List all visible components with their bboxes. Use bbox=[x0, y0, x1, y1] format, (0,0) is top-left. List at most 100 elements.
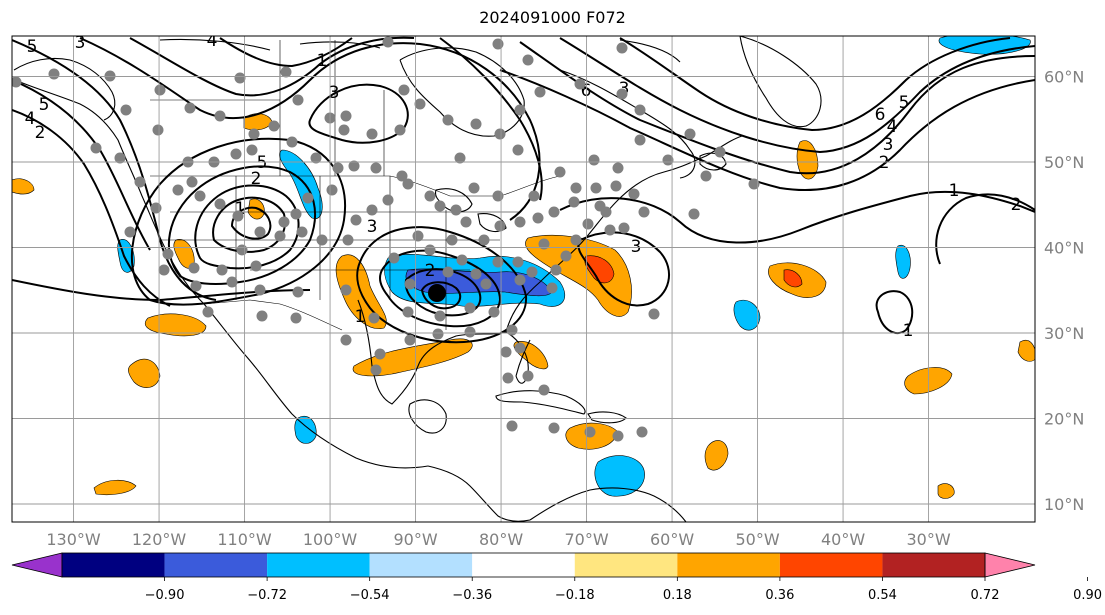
contour-label: 1 bbox=[317, 51, 328, 71]
latitude-tick-label: 40°N bbox=[1044, 239, 1084, 258]
anomaly-shading bbox=[12, 36, 1035, 499]
anomaly-positive-farright bbox=[1017, 339, 1035, 362]
colorbar-segment bbox=[677, 553, 780, 577]
station-marker bbox=[230, 148, 242, 160]
station-marker bbox=[500, 346, 512, 358]
station-marker bbox=[492, 190, 504, 202]
station-marker bbox=[402, 306, 414, 318]
contour-label: 5 bbox=[39, 95, 50, 115]
station-marker bbox=[432, 328, 444, 340]
contour-label: 3 bbox=[631, 237, 642, 257]
contour-west-low-4 bbox=[212, 196, 286, 253]
contour-atlantic-low bbox=[875, 290, 914, 335]
station-marker bbox=[404, 278, 416, 290]
station-marker bbox=[514, 274, 526, 286]
station-marker bbox=[184, 102, 196, 114]
station-marker bbox=[286, 136, 298, 148]
station-marker bbox=[634, 134, 646, 146]
hispaniola bbox=[587, 411, 627, 424]
contour-label: 2 bbox=[35, 123, 46, 143]
longitude-tick-label: 110°W bbox=[217, 530, 272, 549]
station-marker bbox=[616, 42, 628, 54]
station-marker bbox=[714, 146, 726, 158]
station-marker bbox=[568, 196, 580, 208]
station-marker bbox=[590, 182, 602, 194]
station-marker bbox=[488, 306, 500, 318]
station-marker bbox=[456, 254, 468, 266]
station-marker bbox=[424, 244, 436, 256]
station-marker bbox=[470, 118, 482, 130]
longitude-tick-label: 60°W bbox=[650, 530, 694, 549]
station-marker bbox=[274, 230, 286, 242]
height-contours bbox=[12, 36, 1035, 344]
station-marker bbox=[114, 152, 126, 164]
station-marker bbox=[414, 98, 426, 110]
station-marker bbox=[506, 324, 518, 336]
station-marker bbox=[398, 84, 410, 96]
station-marker bbox=[248, 128, 260, 140]
low-center-marker bbox=[428, 284, 446, 302]
station-marker bbox=[470, 268, 482, 280]
station-marker bbox=[254, 284, 266, 296]
station-marker bbox=[404, 334, 416, 346]
station-marker bbox=[124, 226, 136, 238]
station-marker bbox=[374, 348, 386, 360]
station-marker bbox=[464, 302, 476, 314]
station-marker bbox=[256, 310, 268, 322]
station-marker bbox=[464, 326, 476, 338]
station-marker bbox=[584, 426, 596, 438]
contour-label: 3 bbox=[329, 83, 340, 103]
colorbar-segment bbox=[164, 553, 268, 577]
colorbar-segment bbox=[574, 553, 678, 577]
station-marker bbox=[434, 310, 446, 322]
gulf-coast bbox=[357, 299, 529, 405]
station-marker bbox=[538, 238, 550, 250]
contour-label: 3 bbox=[75, 33, 86, 53]
latitude-tick-label: 30°N bbox=[1044, 324, 1084, 343]
station-marker bbox=[90, 142, 102, 154]
station-marker bbox=[612, 162, 624, 174]
east-coast bbox=[505, 135, 743, 333]
longitude-tick-label: 40°W bbox=[821, 530, 865, 549]
contour-label: 5 bbox=[27, 37, 38, 57]
contour-west-low-2 bbox=[167, 165, 317, 285]
colorbar-extend-low bbox=[11, 552, 63, 578]
station-marker bbox=[48, 68, 60, 80]
contour-label: 2 bbox=[1011, 195, 1022, 215]
station-marker bbox=[104, 70, 116, 82]
station-marker bbox=[388, 252, 400, 264]
station-marker bbox=[382, 194, 394, 206]
contour-labrador-3 bbox=[619, 37, 1011, 132]
station-marker bbox=[216, 264, 228, 276]
contour-labrador-2 bbox=[559, 37, 1035, 154]
contour-nw-ridge-3 bbox=[219, 37, 353, 68]
anomaly-positive-leftedge bbox=[12, 178, 35, 195]
station-marker bbox=[370, 162, 382, 174]
colorbar-outline bbox=[61, 552, 986, 578]
station-marker bbox=[688, 208, 700, 220]
longitude-tick-label: 120°W bbox=[132, 530, 187, 549]
station-marker bbox=[292, 286, 304, 298]
station-marker bbox=[350, 214, 362, 226]
contour-label: 5 bbox=[899, 93, 910, 113]
colorbar-segment bbox=[472, 553, 575, 577]
contour-label: 6 bbox=[581, 81, 592, 101]
station-marker bbox=[366, 204, 378, 216]
longitude-tick-label: 130°W bbox=[46, 530, 101, 549]
station-marker bbox=[366, 128, 378, 140]
station-marker bbox=[522, 54, 534, 66]
contour-gulf-low-outer bbox=[356, 226, 528, 344]
station-marker bbox=[560, 250, 572, 262]
station-marker bbox=[538, 384, 550, 396]
station-marker bbox=[326, 184, 338, 196]
contour-label: 1 bbox=[949, 181, 960, 201]
colorbar-tick-label: 0.36 bbox=[765, 588, 794, 603]
station-marker bbox=[570, 234, 582, 246]
station-marker bbox=[226, 276, 238, 288]
contour-label: 1 bbox=[355, 307, 366, 327]
station-marker bbox=[548, 422, 560, 434]
colorbar-segment bbox=[369, 553, 473, 577]
yucatan bbox=[408, 399, 447, 434]
station-marker bbox=[662, 154, 674, 166]
contour-gulf-low-2 bbox=[379, 249, 502, 328]
